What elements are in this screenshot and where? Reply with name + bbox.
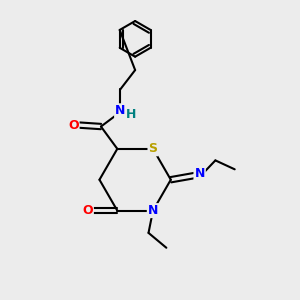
Text: O: O xyxy=(82,204,93,217)
Text: S: S xyxy=(148,142,158,155)
Text: N: N xyxy=(148,204,158,217)
Text: H: H xyxy=(126,108,136,121)
Text: N: N xyxy=(194,167,205,180)
Text: N: N xyxy=(115,104,125,117)
Text: O: O xyxy=(68,118,79,132)
